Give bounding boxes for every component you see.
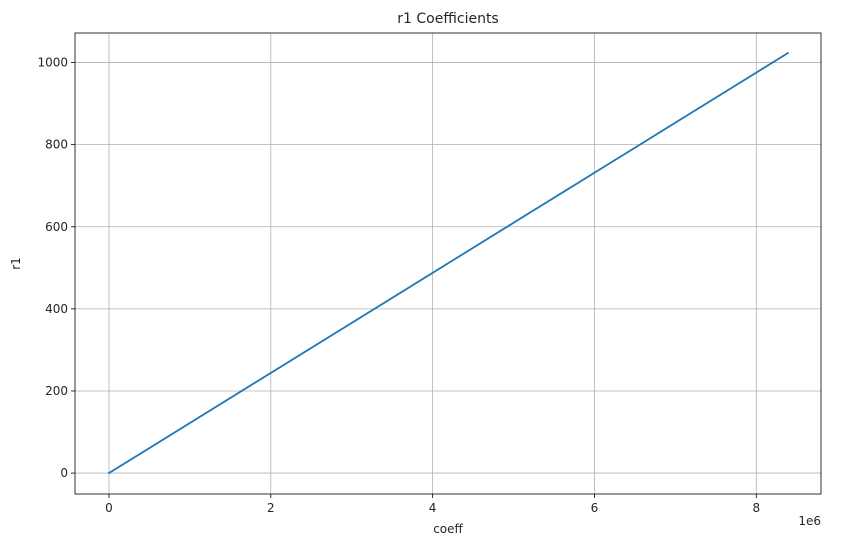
y-tick-label: 0 — [60, 466, 68, 480]
plot-frame — [74, 32, 822, 495]
ticks: 0 2 4 6 8 0 200 400 600 800 1000 — [37, 56, 760, 515]
x-axis-offset-text: 1e6 — [798, 514, 821, 528]
x-tick-label: 8 — [752, 501, 760, 515]
series-layer — [107, 51, 790, 475]
y-tick-label: 1000 — [37, 56, 68, 70]
grid — [75, 33, 821, 494]
y-tick-label: 600 — [45, 220, 68, 234]
x-tick-label: 4 — [429, 501, 437, 515]
x-axis-label: coeff — [433, 522, 463, 536]
series-line — [107, 51, 790, 475]
x-tick-label: 6 — [591, 501, 599, 515]
y-tick-label: 400 — [45, 302, 68, 316]
y-tick-label: 200 — [45, 384, 68, 398]
chart-title: r1 Coefficients — [397, 11, 498, 27]
x-tick-label: 0 — [105, 501, 113, 515]
x-tick-label: 2 — [267, 501, 275, 515]
y-axis-label: r1 — [9, 257, 23, 270]
y-tick-label: 800 — [45, 138, 68, 152]
